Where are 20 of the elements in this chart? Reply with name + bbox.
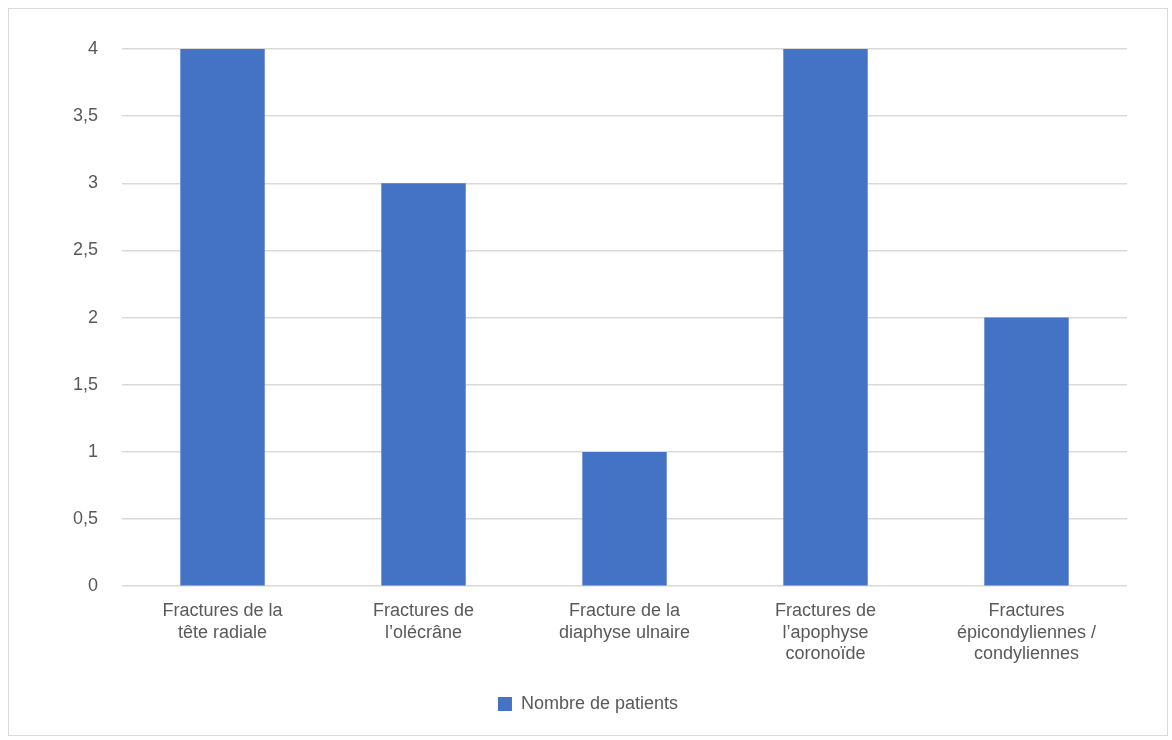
y-tick-label: 3 xyxy=(88,172,99,193)
x-tick-label: Fractures de l’olécrâne xyxy=(372,599,475,642)
y-tick-label: 1 xyxy=(88,440,99,461)
x-tick-label: Fractures de la tête radiale xyxy=(162,599,284,642)
bar xyxy=(984,317,1069,586)
y-tick-label: 4 xyxy=(88,37,99,58)
y-tick-label: 3,5 xyxy=(72,105,99,126)
bar xyxy=(783,49,868,586)
x-tick-label: Fracture de la diaphyse ulnaire xyxy=(558,599,691,642)
y-tick-label: 0,5 xyxy=(72,508,99,529)
bar xyxy=(180,49,265,586)
y-tick-label: 2,5 xyxy=(72,239,99,260)
x-tick-label: Fractures épicondyliennes / condyliennes xyxy=(956,599,1097,664)
bar xyxy=(381,183,466,586)
y-tick-label: 0 xyxy=(88,575,99,596)
y-tick-label: 2 xyxy=(88,306,99,327)
bar xyxy=(582,451,667,586)
x-tick-label: Fractures de l’apophyse coronoïde xyxy=(774,599,877,664)
legend-label: Nombre de patients xyxy=(520,692,679,713)
y-tick-label: 1,5 xyxy=(72,373,99,394)
